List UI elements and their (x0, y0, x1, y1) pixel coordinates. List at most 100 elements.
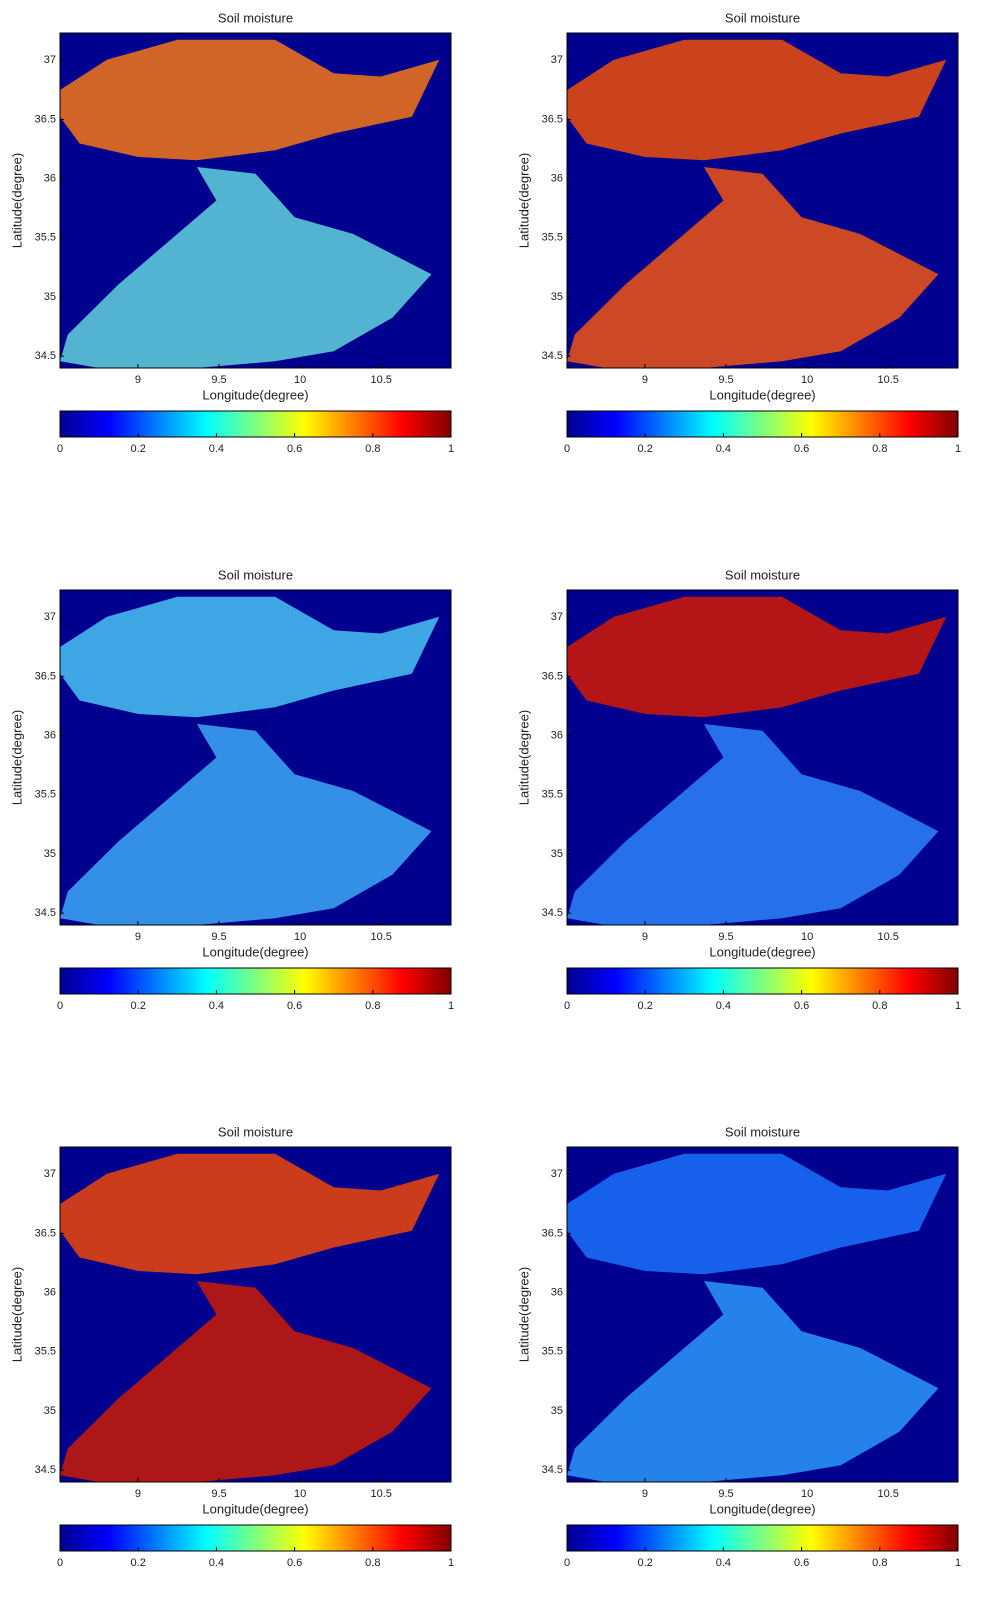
colorbar-tick-label: 0.4 (716, 443, 731, 455)
x-axis-label: Longitude(degree) (202, 387, 308, 402)
colorbar-tick-label: 0 (57, 1000, 63, 1012)
colorbar-tick-label: 0.8 (365, 443, 380, 455)
colorbar-tick-label: 0.6 (287, 443, 302, 455)
y-tick-label: 37 (44, 1168, 56, 1180)
moisture-region (567, 167, 939, 368)
y-tick-label: 34.5 (35, 907, 56, 919)
y-tick-label: 35 (551, 291, 563, 303)
colorbar-tick-label: 0.2 (638, 443, 653, 455)
colorbar-tick-label: 0 (57, 443, 63, 455)
y-tick-label: 36 (551, 1287, 563, 1299)
y-tick-label: 35 (44, 291, 56, 303)
colorbar-tick-label: 0.2 (131, 1557, 146, 1569)
colorbar (59, 1524, 452, 1552)
y-tick-label: 35 (551, 1405, 563, 1417)
colorbar-tick-label: 0.2 (131, 1000, 146, 1012)
colorbar (566, 1524, 959, 1552)
colorbar-tick-label: 0.6 (287, 1557, 302, 1569)
y-axis-label: Latitude(degree) (516, 1267, 531, 1362)
y-tick-label: 35.5 (542, 232, 563, 244)
x-tick-label: 10 (801, 374, 813, 386)
y-tick-label: 36.5 (542, 1227, 563, 1239)
moisture-region (567, 39, 947, 161)
moisture-region (567, 596, 947, 718)
colorbar-tick-label: 0 (57, 1557, 63, 1569)
colorbar-tick-label: 0.6 (794, 1557, 809, 1569)
x-tick-label: 10 (294, 1488, 306, 1500)
colorbar-tick-label: 0.2 (638, 1000, 653, 1012)
chart-title: Soil moisture (725, 1124, 800, 1139)
y-tick-label: 34.5 (542, 350, 563, 362)
x-tick-label: 9 (642, 374, 648, 386)
plot-frame (59, 589, 452, 926)
colorbar-tick-label: 0.2 (638, 1557, 653, 1569)
plot-frame (566, 589, 959, 926)
y-tick-label: 34.5 (542, 1464, 563, 1476)
colorbar-tick-label: 0 (564, 1000, 570, 1012)
y-axis-label: Latitude(degree) (516, 710, 531, 805)
plot-frame (59, 1146, 452, 1483)
y-tick-label: 37 (551, 54, 563, 66)
colorbar-tick-label: 1 (448, 1000, 454, 1012)
x-tick-label: 9 (135, 1488, 141, 1500)
colorbar-tick-label: 0.4 (209, 1000, 224, 1012)
x-tick-label: 10.5 (878, 1488, 899, 1500)
x-tick-label: 9.5 (718, 931, 733, 943)
x-tick-label: 9.5 (211, 1488, 226, 1500)
colorbar-tick-label: 0 (564, 1557, 570, 1569)
y-tick-label: 36.5 (35, 1227, 56, 1239)
colorbar-tick-label: 0.6 (794, 443, 809, 455)
colorbar-tick-label: 0.6 (794, 1000, 809, 1012)
colorbar-tick-label: 0.6 (287, 1000, 302, 1012)
x-axis-label: Longitude(degree) (202, 944, 308, 959)
x-tick-label: 10 (294, 374, 306, 386)
y-tick-label: 36 (44, 730, 56, 742)
plot-frame (59, 32, 452, 369)
x-tick-label: 10.5 (878, 374, 899, 386)
y-tick-label: 36 (551, 730, 563, 742)
y-tick-label: 36 (44, 173, 56, 185)
colorbar-tick-label: 1 (448, 1557, 454, 1569)
moisture-region (60, 596, 440, 718)
x-tick-label: 9.5 (211, 374, 226, 386)
colorbar-tick-label: 0.4 (209, 443, 224, 455)
x-tick-label: 10 (801, 931, 813, 943)
x-tick-label: 10 (801, 1488, 813, 1500)
x-tick-label: 10 (294, 931, 306, 943)
colorbar-tick-label: 0.4 (716, 1000, 731, 1012)
moisture-region (60, 1281, 432, 1482)
chart-title: Soil moisture (218, 1124, 293, 1139)
y-tick-label: 37 (551, 611, 563, 623)
moisture-region (60, 167, 432, 368)
colorbar-tick-label: 0.4 (716, 1557, 731, 1569)
moisture-region (567, 724, 939, 925)
plot-frame (566, 1146, 959, 1483)
y-tick-label: 36.5 (35, 670, 56, 682)
y-tick-label: 37 (44, 54, 56, 66)
colorbar-tick-label: 1 (955, 1000, 961, 1012)
x-tick-label: 9 (135, 374, 141, 386)
x-tick-label: 10.5 (371, 931, 392, 943)
y-tick-label: 35 (44, 848, 56, 860)
y-tick-label: 35 (551, 848, 563, 860)
chart-title: Soil moisture (725, 567, 800, 582)
y-tick-label: 36.5 (542, 113, 563, 125)
moisture-region (60, 724, 432, 925)
colorbar-tick-label: 0.8 (872, 1557, 887, 1569)
colorbar (59, 967, 452, 995)
colorbar-tick-label: 0 (564, 443, 570, 455)
colorbar-tick-label: 0.8 (365, 1557, 380, 1569)
x-tick-label: 10.5 (371, 374, 392, 386)
chart-title: Soil moisture (218, 567, 293, 582)
x-axis-label: Longitude(degree) (709, 944, 815, 959)
y-tick-label: 34.5 (35, 1464, 56, 1476)
x-tick-label: 9.5 (718, 374, 733, 386)
moisture-region (567, 1281, 939, 1482)
moisture-region (567, 1153, 947, 1275)
colorbar-tick-label: 0.2 (131, 443, 146, 455)
plot-frame (566, 32, 959, 369)
x-tick-label: 9 (135, 931, 141, 943)
x-axis-label: Longitude(degree) (709, 1501, 815, 1516)
y-tick-label: 37 (551, 1168, 563, 1180)
